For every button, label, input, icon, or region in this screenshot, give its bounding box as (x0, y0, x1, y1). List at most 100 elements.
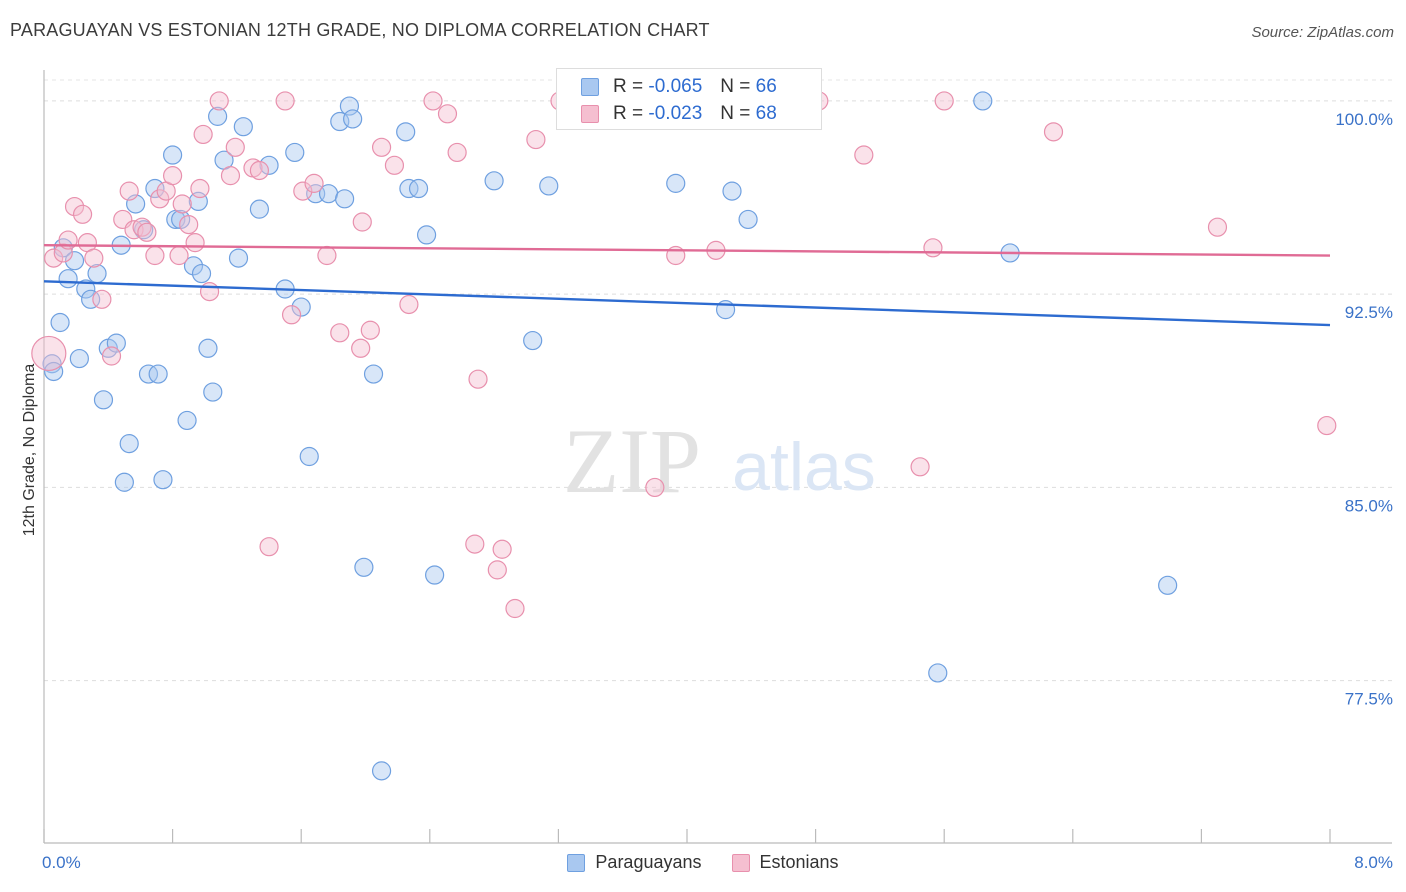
estonians-point (53, 243, 73, 263)
paraguayans-point (1158, 575, 1178, 595)
estonians-point (910, 457, 930, 477)
estonians-point (169, 245, 189, 266)
estonians-point (360, 320, 380, 340)
paraguayans-point (183, 256, 204, 276)
paraguayans-point (203, 382, 223, 402)
legend-label-estonians: Estonians (759, 852, 839, 872)
tick-labels: 77.5% 85.0% 92.5% 100.0% 0.0% 8.0% (42, 110, 1393, 872)
estonians-point (84, 248, 104, 268)
estonians-point (934, 91, 954, 111)
x-tick-label: 8.0% (1354, 853, 1393, 872)
y-tick-label: 77.5% (1345, 690, 1393, 709)
paraguayans-point (291, 297, 311, 317)
paraguayans-point (299, 446, 319, 467)
estonians-point (526, 129, 546, 150)
estonians-point (293, 181, 313, 201)
estonians-point (209, 91, 229, 111)
paraguayans-point (399, 178, 419, 199)
paraguayans-point (87, 263, 107, 284)
estonians-point (92, 289, 112, 309)
r-value: -0.023 (648, 103, 703, 124)
y-tick-label: 92.5% (1345, 303, 1393, 322)
paraguayans-point (114, 472, 134, 492)
source-label: Source: ZipAtlas.com (1251, 24, 1394, 41)
n-value: 68 (755, 103, 777, 124)
estonians-point (1207, 217, 1228, 237)
estonians-point (351, 338, 371, 358)
estonians-point (145, 245, 165, 266)
axes (43, 70, 1392, 844)
estonians-point (119, 181, 139, 201)
estonians-point (72, 204, 93, 224)
trend-lines (43, 244, 1331, 327)
paraguayans-point (119, 434, 139, 454)
paraguayans-point (106, 333, 126, 353)
paraguayans-point (249, 199, 270, 219)
n-label: N = (720, 103, 751, 124)
paraguayans-point (523, 330, 543, 351)
paraguayans-point (371, 761, 392, 781)
paraguayans-point (408, 178, 429, 199)
n-value: 66 (755, 76, 777, 97)
estonians-point (1317, 415, 1337, 436)
estonians-point (492, 539, 512, 559)
estonians-point (101, 346, 122, 366)
estonians-point (923, 238, 943, 258)
estonians-point (199, 281, 220, 302)
estonians-point (384, 155, 405, 175)
y-tick-label: 85.0% (1345, 496, 1393, 515)
estonians-point (352, 212, 372, 232)
paraguayans-point (335, 189, 355, 209)
paraguayans-trend-line (43, 280, 1331, 327)
paraguayans-point (191, 263, 212, 284)
paraguayans-point (396, 122, 416, 142)
estonians-point (447, 142, 467, 163)
chart-title: PARAGUAYAN VS ESTONIAN 12TH GRADE, NO DI… (10, 20, 710, 40)
estonians-point (163, 166, 183, 186)
paraguayans-point (76, 279, 96, 299)
legend-item-estonians[interactable]: Estonians (731, 852, 839, 873)
paraguayans-point (93, 390, 114, 410)
estonians-point (44, 248, 64, 268)
paraguayans-point (153, 470, 173, 490)
y-tick-label: 100.0% (1335, 110, 1393, 129)
paraguayans-point (148, 364, 168, 384)
paraguayans-point (50, 312, 70, 333)
paraguayans-point (722, 181, 742, 201)
paraguayans-point (343, 109, 363, 129)
estonians-point (281, 305, 302, 325)
paraguayans-swatch (581, 78, 599, 96)
paraguayans-point (145, 178, 165, 199)
estonians-point (185, 233, 205, 253)
estonians-point (423, 91, 443, 111)
paraguayans-point (928, 663, 948, 683)
paraguayans-point (425, 565, 445, 585)
paraguayans-point (138, 364, 159, 384)
paraguayans-point (58, 269, 78, 289)
estonians-point (275, 91, 295, 111)
paraguayans-point (354, 557, 374, 577)
paraguayans-point (228, 248, 249, 268)
estonians-point (645, 477, 665, 498)
legend-row-estonians: R = -0.023 N = 68 (581, 102, 777, 126)
series-estonians (31, 91, 1337, 619)
paraguayans-point (81, 289, 101, 309)
paraguayans-point (163, 145, 183, 165)
paraguayans-point (416, 225, 437, 245)
paraguayans-point (285, 142, 305, 163)
estonians-point (399, 294, 419, 315)
estonians-point (487, 560, 507, 580)
paraguayans-point (973, 91, 993, 111)
x-tick-label: 0.0% (42, 853, 81, 872)
paraguayans-point (69, 348, 89, 369)
estonians-point (190, 178, 210, 199)
legend-item-paraguayans[interactable]: Paraguayans (567, 852, 702, 873)
paraguayans-swatch (567, 853, 586, 872)
estonians-point (137, 222, 157, 242)
paraguayans-point (198, 338, 218, 358)
estonians-point (225, 137, 245, 157)
estonians-point (371, 137, 392, 157)
estonians-point (468, 369, 488, 389)
paraguayans-point (539, 176, 559, 196)
